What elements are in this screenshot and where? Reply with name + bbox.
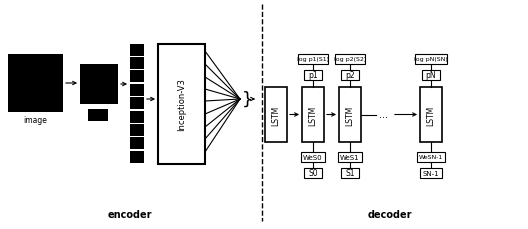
Bar [130, 45, 144, 57]
Bar [420, 168, 442, 178]
Bar [130, 85, 144, 97]
Text: S0: S0 [308, 169, 318, 178]
Bar [341, 71, 359, 81]
Bar [298, 55, 328, 65]
Text: log pN(SN): log pN(SN) [414, 57, 448, 62]
Text: p1: p1 [308, 71, 318, 80]
Text: pN: pN [426, 71, 436, 80]
Text: WeS0: WeS0 [303, 154, 323, 160]
Bar [415, 55, 447, 65]
Text: image: image [24, 116, 48, 125]
Bar [130, 112, 144, 123]
Text: LSTM: LSTM [427, 105, 436, 125]
Text: LSTM: LSTM [308, 105, 317, 125]
Text: }: } [242, 91, 253, 109]
Text: decoder: decoder [367, 209, 412, 219]
Text: log p2(S2): log p2(S2) [334, 57, 366, 62]
Text: S1: S1 [345, 169, 355, 178]
Bar [158, 45, 205, 164]
Bar [422, 71, 440, 81]
Text: LSTM: LSTM [345, 105, 354, 125]
Bar [130, 151, 144, 163]
Text: encoder: encoder [108, 209, 152, 219]
Bar [130, 98, 144, 109]
Text: log p1(S1): log p1(S1) [297, 57, 329, 62]
Bar [130, 124, 144, 136]
Text: Inception-V3: Inception-V3 [177, 78, 186, 131]
Bar [130, 137, 144, 149]
Bar [302, 88, 324, 142]
Text: WeSN-1: WeSN-1 [419, 155, 443, 160]
Text: ...: ... [380, 110, 389, 120]
Bar [341, 168, 359, 178]
Text: p2: p2 [345, 71, 355, 80]
Bar [338, 152, 362, 162]
Bar [304, 71, 322, 81]
Bar [88, 109, 108, 121]
Text: LSTM: LSTM [271, 105, 280, 125]
Bar [339, 88, 361, 142]
Text: SN-1: SN-1 [423, 170, 439, 176]
Bar [8, 55, 63, 112]
Bar [130, 71, 144, 83]
Bar [130, 58, 144, 70]
Bar [335, 55, 365, 65]
Bar [301, 152, 325, 162]
Bar [420, 88, 442, 142]
Bar [304, 168, 322, 178]
Bar [265, 88, 287, 142]
Bar [417, 152, 445, 162]
Bar [80, 65, 118, 105]
Text: WeS1: WeS1 [340, 154, 360, 160]
